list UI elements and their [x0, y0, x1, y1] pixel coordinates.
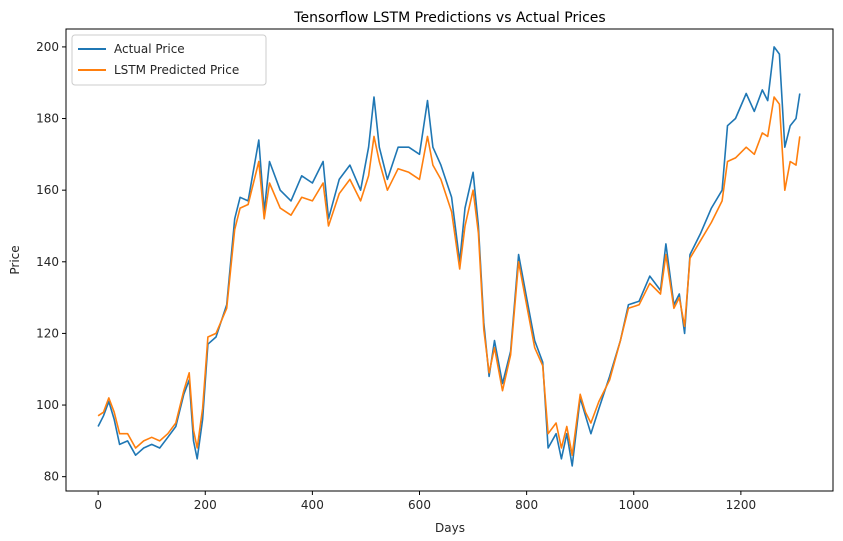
y-tick-label: 120 — [36, 326, 59, 340]
legend-label: LSTM Predicted Price — [114, 63, 239, 77]
x-tick-label: 400 — [301, 498, 324, 512]
legend-box — [71, 34, 267, 86]
plot-area — [97, 46, 801, 467]
x-axis-title: Days — [435, 521, 465, 535]
x-tick-label: 800 — [515, 498, 538, 512]
y-tick-label: 140 — [36, 255, 59, 269]
legend-label: Actual Price — [114, 42, 185, 56]
legend: Actual Price LSTM Predicted Price — [71, 34, 267, 86]
series-line-lstm-predicted-price — [97, 96, 801, 456]
x-tick-label: 200 — [194, 498, 217, 512]
x-tick-label: 1200 — [726, 498, 757, 512]
plot-frame — [65, 28, 834, 492]
y-tick-label: 200 — [36, 40, 59, 54]
chart-title: Tensorflow LSTM Predictions vs Actual Pr… — [293, 10, 605, 26]
axes: 0 200 400 600 800 1000 1200 80 100 120 140 160 180 20… — [36, 40, 756, 512]
y-tick-label: 180 — [36, 112, 59, 126]
y-tick-label: 160 — [36, 183, 59, 197]
x-tick-label: 0 — [94, 498, 102, 512]
y-axis-title: Price — [8, 245, 22, 274]
x-tick-label: 600 — [408, 498, 431, 512]
x-tick-label: 1000 — [618, 498, 649, 512]
y-tick-label: 100 — [36, 398, 59, 412]
y-tick-label: 80 — [44, 470, 59, 484]
